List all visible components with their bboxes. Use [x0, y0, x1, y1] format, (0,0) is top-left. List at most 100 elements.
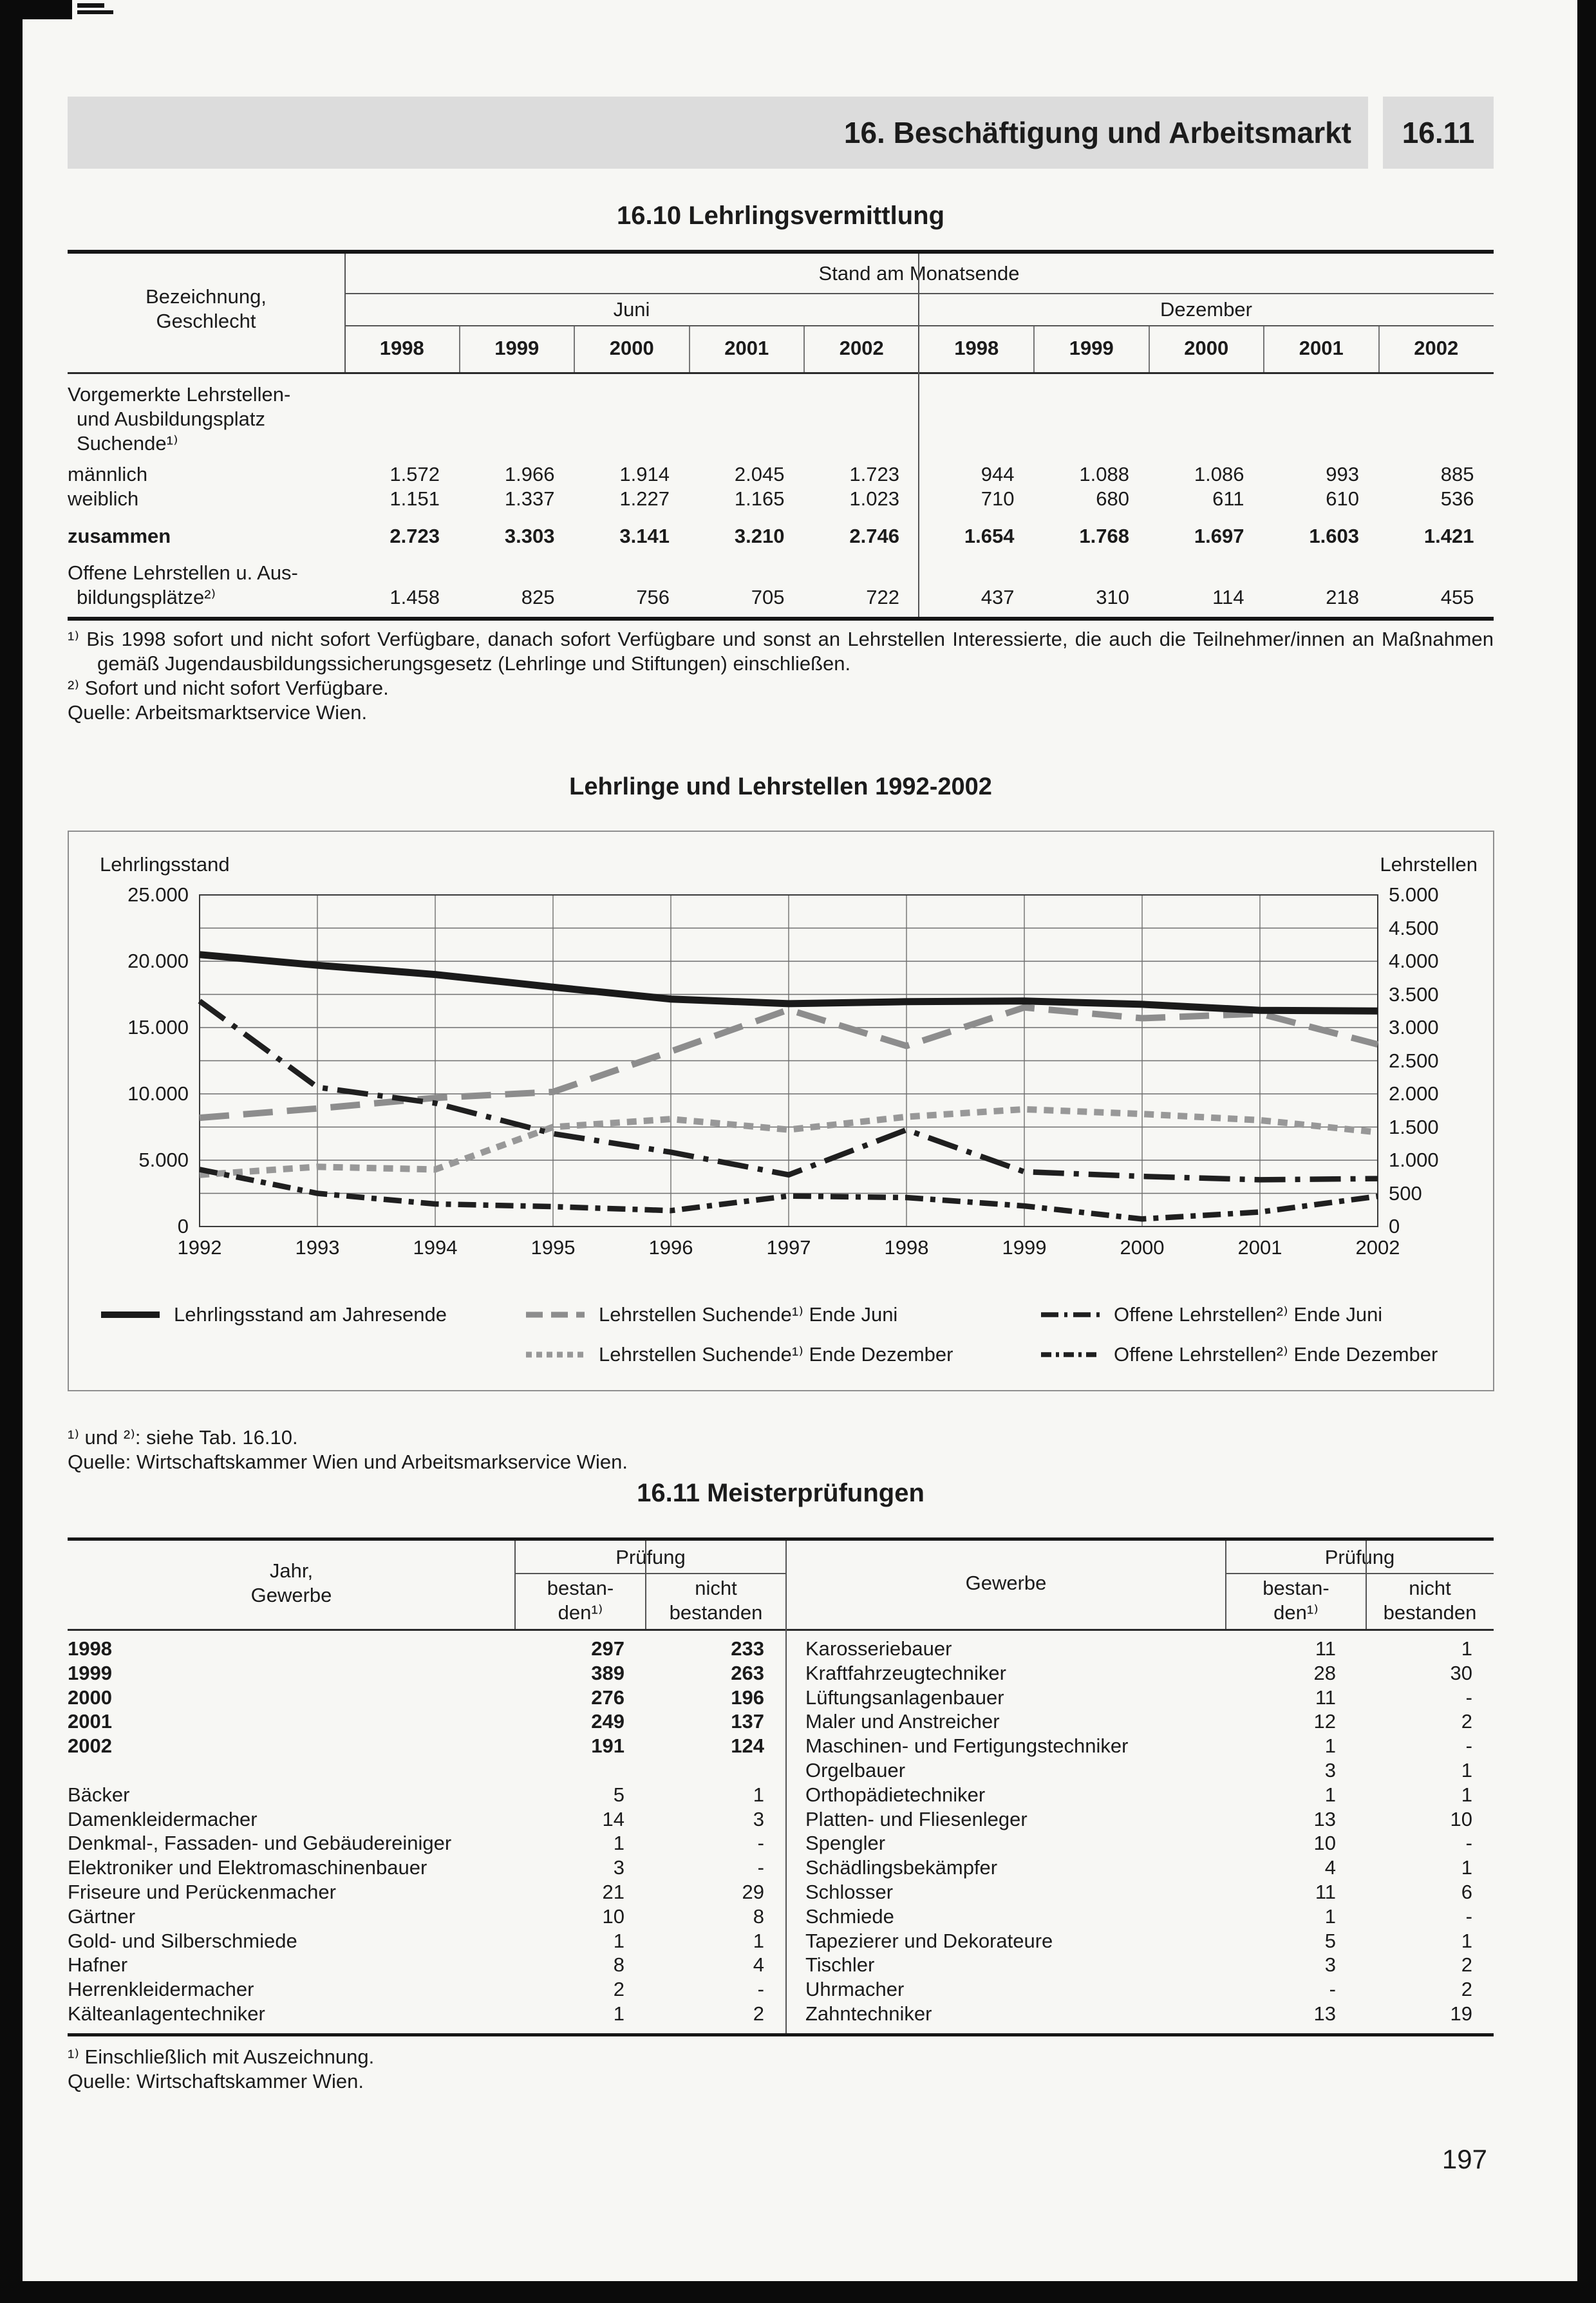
cell-passed: 191: [591, 1734, 624, 1758]
cell-value: 756: [636, 586, 670, 608]
table-row-label: Gärtner: [68, 1904, 136, 1928]
table-row-label: Schädlingsbekämpfer: [805, 1856, 998, 1879]
t11-rule-pruefung-l: [515, 1573, 786, 1574]
right-axis-tick: 500: [1389, 1181, 1422, 1205]
legend-label: Lehrlingsstand am Jahresende: [174, 1303, 447, 1326]
cell-value: 1.337: [504, 487, 555, 510]
chapter-title: 16. Beschäftigung und Arbeitsmarkt: [843, 116, 1351, 149]
cell-failed: -: [1465, 1734, 1472, 1758]
table-row-label: Friseure und Perückenmacher: [68, 1881, 336, 1903]
cell-failed: [646, 1758, 764, 1783]
cell-value: 944: [981, 463, 1015, 485]
t11-passed-header-r1: bestan-: [1263, 1577, 1329, 1599]
table-row-label: Spengler: [805, 1832, 886, 1855]
table-16-11-title: 16.11 Meisterprüfungen: [637, 1479, 925, 1507]
right-axis-tick: 2.000: [1389, 1082, 1439, 1105]
table-row-label: Gold- und Silberschmiede: [68, 1929, 297, 1952]
t10-vline-year: [1033, 326, 1035, 372]
cell-failed: 124: [731, 1734, 764, 1758]
t10-stub-header-line1: Bezeichnung,: [146, 285, 267, 308]
chart-source: Quelle: Wirtschaftskammer Wien und Arbei…: [68, 1451, 628, 1473]
cell-passed: 1: [613, 2002, 624, 2025]
cell-value: 3.303: [504, 525, 555, 547]
cell-failed: 1: [1461, 1929, 1472, 1952]
cell-passed: 1: [613, 1832, 624, 1855]
cell-value: 1.165: [734, 487, 785, 510]
cell-passed: 276: [591, 1686, 624, 1709]
cell-value: 1.572: [390, 463, 440, 485]
right-axis-tick: 2.500: [1389, 1049, 1439, 1072]
cell-failed: -: [757, 1856, 764, 1879]
right-axis-tick: 3.500: [1389, 982, 1439, 1006]
table-row-label: Schlosser: [805, 1881, 894, 1903]
cell-value: 1.603: [1309, 525, 1359, 547]
cell-value: 3.210: [734, 525, 785, 547]
t11-vline-center: [785, 1541, 787, 2033]
right-axis-tick: 5.000: [1389, 883, 1439, 906]
cell-value: 680: [1096, 487, 1129, 510]
t10-vline-center: [918, 254, 919, 617]
cell-passed: 13: [1313, 2002, 1336, 2025]
cell-value: 536: [1440, 487, 1474, 510]
t10-year-header: 1999: [1069, 337, 1114, 359]
legend-label: Offene Lehrstellen²⁾ Ende Dezember: [1114, 1343, 1438, 1366]
footnote-marker: ²⁾: [68, 677, 79, 699]
cell-value: 1.086: [1194, 463, 1244, 485]
cell-failed: 1: [753, 1929, 764, 1952]
cell-value: 3.141: [619, 525, 670, 547]
plot-border: [199, 894, 1378, 1227]
page-number: 197: [1441, 2144, 1487, 2174]
t11-failed-header-r2: bestanden: [1383, 1601, 1477, 1624]
t11-stub-header-line1: Jahr,: [269, 1559, 314, 1582]
table-row-label: Herrenkleidermacher: [68, 1978, 254, 2001]
cell-passed: 21: [602, 1881, 624, 1903]
table-row-label: Hafner: [68, 1953, 128, 1977]
table-row-label: Tapezierer und Dekorateure: [805, 1929, 1053, 1952]
t11-group-pruefung-left: Prüfung: [615, 1546, 686, 1568]
t10-group-juni: Juni: [613, 298, 650, 321]
cell-passed: 1: [1324, 1904, 1336, 1928]
scan-artifact-corner: [0, 0, 72, 19]
legend-label: Lehrstellen Suchende¹⁾ Ende Dezember: [599, 1343, 953, 1366]
table-row-label: Schmiede: [805, 1904, 894, 1928]
cell-value: 1.023: [849, 487, 899, 510]
table-row-label: Elektroniker und Elektromaschinenbauer: [68, 1856, 427, 1879]
cell-passed: 5: [613, 1783, 624, 1806]
t11-rule-pruefung-r: [1226, 1573, 1494, 1574]
cell-value: 2.723: [390, 525, 440, 547]
t10-vline-year: [803, 326, 805, 372]
cell-failed: 2: [1461, 1710, 1472, 1733]
cell-passed: 2: [613, 1978, 624, 2001]
cell-failed: 29: [742, 1881, 764, 1903]
t10-year-header: 2001: [1299, 337, 1344, 359]
cell-value: 705: [751, 586, 785, 608]
x-axis-tick: 1997: [766, 1236, 811, 1259]
table-row-label: bildungsplätze²⁾: [77, 586, 216, 608]
table-16-10-title: 16.10 Lehrlingsvermittlung: [616, 202, 945, 230]
x-axis-tick: 1993: [295, 1236, 340, 1259]
table-row-label: Lüftungsanlagenbauer: [805, 1686, 1004, 1709]
table-row-label: [68, 1758, 480, 1783]
cell-value: 1.421: [1423, 525, 1474, 547]
cell-value: 1.697: [1194, 525, 1244, 547]
cell-passed: 3: [613, 1856, 624, 1879]
cell-passed: 28: [1313, 1661, 1336, 1684]
cell-value: 1.458: [390, 586, 440, 608]
cell-failed: 1: [1461, 1783, 1472, 1806]
x-axis-tick: 1996: [648, 1236, 693, 1259]
table-row-label: Denkmal-, Fassaden- und Gebäudereiniger: [68, 1832, 452, 1855]
t11-vline: [514, 1541, 516, 1629]
cell-passed: 3: [1324, 1759, 1336, 1781]
left-axis-tick: 10.000: [127, 1082, 189, 1105]
cell-passed: 13: [1313, 1807, 1336, 1830]
right-axis-tick: 1.500: [1389, 1115, 1439, 1138]
table-row-label: Uhrmacher: [805, 1978, 905, 2001]
cell-failed: 19: [1450, 2002, 1472, 2025]
t11-gewerbe-header: Gewerbe: [965, 1572, 1047, 1594]
legend-line-sample: [526, 1351, 585, 1358]
cell-passed: 14: [602, 1807, 624, 1830]
cell-passed: 1: [1324, 1734, 1336, 1758]
t11-stub-header-line2: Gewerbe: [250, 1584, 332, 1606]
cell-passed: [515, 1758, 624, 1783]
